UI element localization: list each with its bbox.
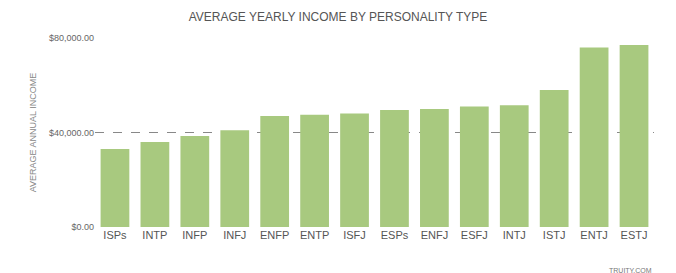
svg-text:AVERAGE YEARLY INCOME BY PERSO: AVERAGE YEARLY INCOME BY PERSONALITY TYP… — [189, 10, 488, 24]
svg-text:ESTJ: ESTJ — [621, 229, 648, 241]
svg-text:ISPs: ISPs — [103, 229, 127, 241]
svg-text:$80,000.00: $80,000.00 — [49, 33, 94, 43]
svg-text:ESFJ: ESFJ — [461, 229, 488, 241]
svg-text:ENFJ: ENFJ — [421, 229, 449, 241]
svg-text:INFJ: INFJ — [223, 229, 246, 241]
svg-text:INFP: INFP — [182, 229, 207, 241]
svg-text:TRUITY.COM: TRUITY.COM — [609, 267, 652, 273]
svg-text:ISFJ: ISFJ — [343, 229, 366, 241]
svg-text:ENFP: ENFP — [260, 229, 289, 241]
svg-text:ESPs: ESPs — [381, 229, 409, 241]
svg-text:INTJ: INTJ — [503, 229, 526, 241]
svg-text:ISTJ: ISTJ — [543, 229, 566, 241]
svg-text:$40,000.00: $40,000.00 — [49, 128, 94, 138]
svg-text:$0.00: $0.00 — [71, 222, 94, 232]
svg-text:INTP: INTP — [142, 229, 167, 241]
svg-text:AVERAGE ANNUAL INCOME: AVERAGE ANNUAL INCOME — [28, 73, 38, 193]
svg-text:ENTP: ENTP — [300, 229, 329, 241]
svg-text:ENTJ: ENTJ — [580, 229, 608, 241]
